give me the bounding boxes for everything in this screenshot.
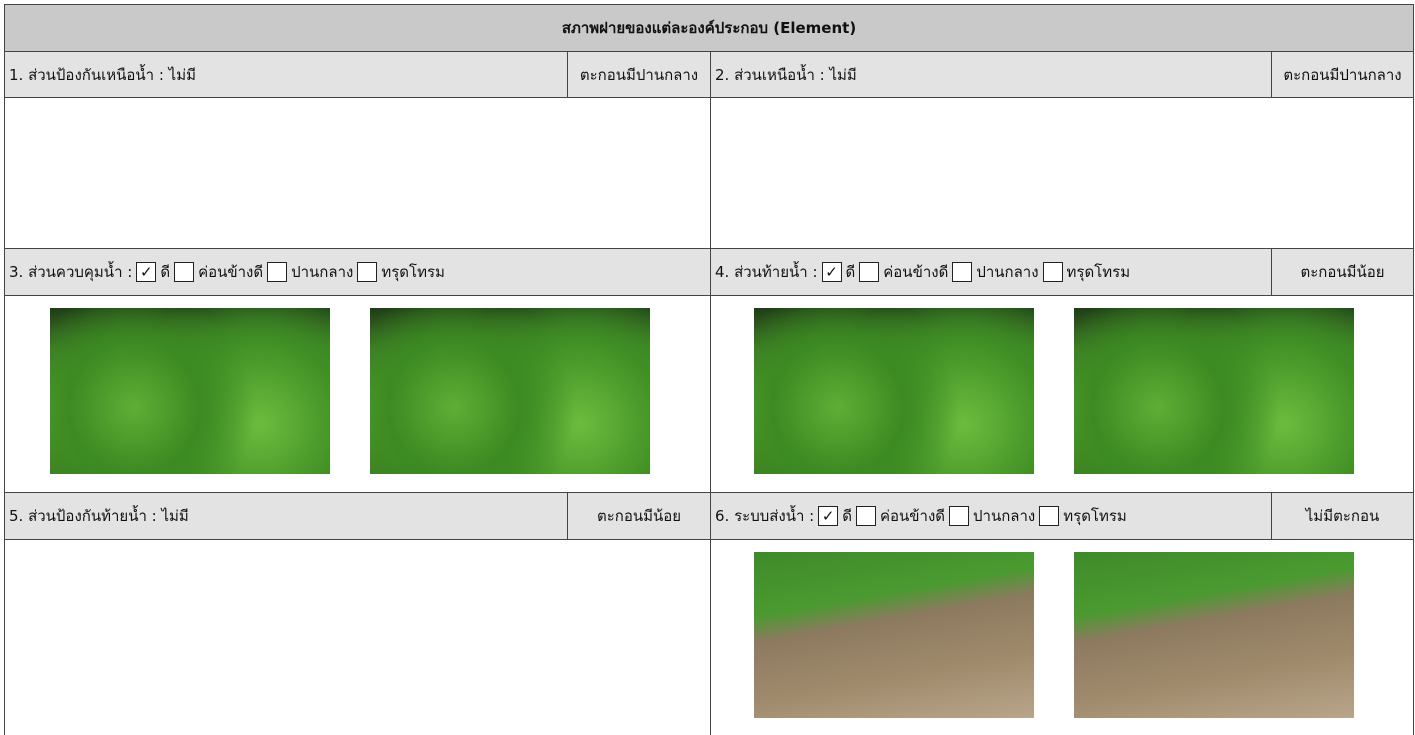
status-text: ตะกอนมีปานกลาง	[1283, 65, 1402, 84]
section-label: 1. ส่วนป้องกันเหนือน้ำ : ไม่มี	[9, 65, 196, 84]
photo	[754, 552, 1034, 718]
checkbox	[174, 262, 195, 282]
photo	[1074, 308, 1354, 474]
status-text: ไม่มีตะกอน	[1305, 507, 1380, 525]
photo	[1074, 552, 1354, 718]
title-text: สภาพฝายของแต่ละองค์ประกอบ (Element)	[561, 19, 857, 37]
option-label: ทรุดโทรม	[1063, 507, 1127, 525]
checkbox	[1039, 506, 1060, 526]
checkbox	[952, 262, 973, 282]
status: ตะกอนมีปานกลาง	[1271, 51, 1414, 98]
content-cell	[710, 97, 1414, 249]
section-label: 5. ส่วนป้องกันท้ายน้ำ : ไม่มี	[9, 507, 189, 525]
title: สภาพฝายของแต่ละองค์ประกอบ (Element)	[4, 4, 1414, 52]
section-label: 4. ส่วนท้ายน้ำ :	[715, 263, 818, 281]
option-label: ดี	[845, 263, 856, 281]
option-label: ปานกลาง	[973, 507, 1036, 525]
section-label: 2. ส่วนเหนือน้ำ : ไม่มี	[715, 65, 857, 84]
checkbox	[1042, 262, 1063, 282]
photo	[754, 308, 1034, 474]
status-text: ตะกอนมีน้อย	[1300, 263, 1385, 281]
checkbox	[267, 262, 288, 282]
status: ไม่มีตะกอน	[1271, 492, 1414, 540]
option-label: ค่อนข้างดี	[879, 507, 946, 525]
section-header: 6. ระบบส่งน้ำ : ✓ ดี ค่อนข้างดี ปานกลาง ทรุดโ…	[710, 492, 1272, 540]
option-label: ทรุดโทรม	[1066, 263, 1131, 281]
checkbox	[859, 262, 880, 282]
checkbox	[949, 506, 970, 526]
checkbox: ✓	[821, 262, 842, 282]
checkbox: ✓	[136, 262, 157, 282]
status: ตะกอนมีน้อย	[1271, 248, 1414, 296]
section-label: 6. ระบบส่งน้ำ :	[715, 507, 815, 525]
status: ตะกอนมีปานกลาง	[567, 51, 711, 98]
content-cell	[4, 97, 711, 249]
content-cell	[4, 539, 711, 735]
option-label: ค่อนข้างดี	[883, 263, 949, 281]
section-header: 3. ส่วนควบคุมน้ำ : ✓ ดี ค่อนข้างดี ปานกลาง ทร…	[4, 248, 711, 296]
section-header: 5. ส่วนป้องกันท้ายน้ำ : ไม่มี	[4, 492, 568, 540]
checkbox	[855, 506, 876, 526]
option-label: ดี	[160, 263, 171, 281]
option-label: ดี	[842, 507, 852, 525]
section-header: 4. ส่วนท้ายน้ำ : ✓ ดี ค่อนข้างดี ปานกลาง ทรุด…	[710, 248, 1272, 296]
section-label: 3. ส่วนควบคุมน้ำ :	[9, 263, 133, 281]
status-text: ตะกอนมีปานกลาง	[579, 65, 699, 84]
section-header: 2. ส่วนเหนือน้ำ : ไม่มี	[710, 51, 1272, 98]
option-label: ทรุดโทรม	[381, 263, 445, 281]
option-label: ค่อนข้างดี	[198, 263, 264, 281]
checkbox: ✓	[818, 506, 839, 526]
photo	[50, 308, 330, 474]
photo	[370, 308, 650, 474]
section-header: 1. ส่วนป้องกันเหนือน้ำ : ไม่มี	[4, 51, 568, 98]
option-label: ปานกลาง	[291, 263, 354, 281]
status: ตะกอนมีน้อย	[567, 492, 711, 540]
status-text: ตะกอนมีน้อย	[596, 507, 682, 525]
option-label: ปานกลาง	[976, 263, 1039, 281]
checkbox	[357, 262, 378, 282]
